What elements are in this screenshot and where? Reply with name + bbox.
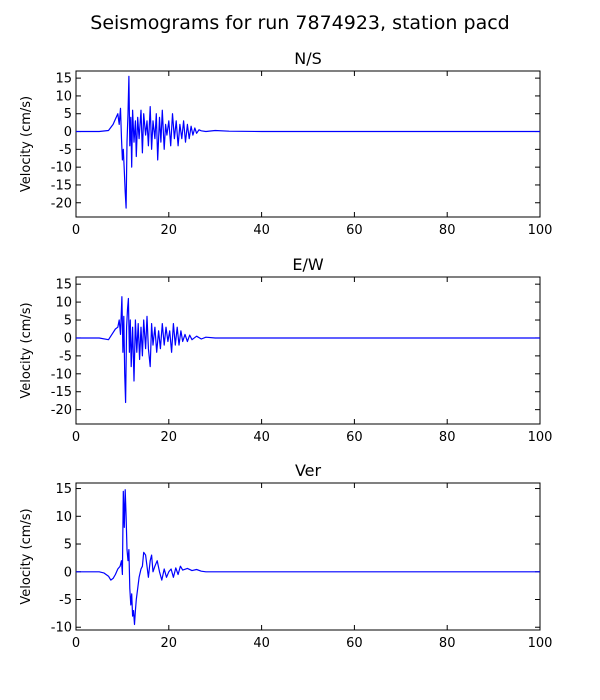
y-tick-label-ew: -15 (51, 385, 72, 400)
x-tick-label-ver: 60 (346, 636, 363, 651)
x-tick-label-ns: 40 (253, 223, 270, 238)
y-tick-label-ew: 15 (55, 278, 72, 293)
plot-frame-ver (75, 482, 541, 631)
y-tick-label-ew: 5 (64, 314, 72, 329)
y-axis-label-ns: Velocity (cm/s) (19, 96, 34, 192)
x-tick-label-ns: 60 (346, 223, 363, 238)
x-tick-label-ns: 100 (528, 223, 553, 238)
x-tick-label-ew: 100 (528, 430, 553, 445)
x-tick-label-ver: 40 (253, 636, 270, 651)
y-tick-label-ver: 0 (64, 565, 72, 580)
x-tick-label-ver: 100 (528, 636, 553, 651)
y-tick-label-ew: 0 (64, 331, 72, 346)
y-tick-label-ns: -20 (51, 196, 72, 211)
plot-frame-ew (75, 276, 541, 425)
series-line-ver (76, 489, 540, 626)
y-tick-label-ew: -5 (59, 349, 72, 364)
x-tick-label-ver: 20 (161, 636, 178, 651)
y-tick-label-ns: 0 (64, 125, 72, 140)
x-tick-label-ew: 60 (346, 430, 363, 445)
y-tick-label-ns: -5 (59, 143, 72, 158)
x-tick-label-ver: 0 (72, 636, 80, 651)
y-tick-label-ns: 15 (55, 72, 72, 87)
y-tick-label-ver: -5 (59, 593, 72, 608)
x-tick-label-ew: 20 (161, 430, 178, 445)
y-tick-label-ver: -10 (51, 621, 72, 636)
x-tick-label-ew: 0 (72, 430, 80, 445)
panel-title-ew: E/W (292, 255, 324, 274)
y-tick-label-ns: -15 (51, 178, 72, 193)
x-tick-label-ew: 40 (253, 430, 270, 445)
y-tick-label-ns: -10 (51, 161, 72, 176)
y-tick-label-ew: -10 (51, 367, 72, 382)
y-tick-label-ns: 5 (64, 107, 72, 122)
x-tick-label-ns: 80 (439, 223, 456, 238)
panel-ns: N/S 0 20 40 60 80 100 -20 -15 -10 -5 0 5 10 15 Velocity… (19, 49, 552, 238)
panel-title-ver: Ver (295, 461, 322, 480)
x-tick-label-ew: 80 (439, 430, 456, 445)
y-tick-label-ver: 15 (55, 482, 72, 497)
y-tick-label-ver: 5 (64, 538, 72, 553)
panel-ew: E/W 0 20 40 60 80 100 -20 -15 -10 -5 0 5 10 15 Velocity… (19, 255, 552, 445)
x-tick-label-ns: 0 (72, 223, 80, 238)
y-tick-label-ew: 10 (55, 296, 72, 311)
plot-frame-ns (75, 70, 541, 218)
x-tick-label-ns: 20 (161, 223, 178, 238)
panel-ver: Ver 0 20 40 60 80 100 -10 -5 0 5 10 15 Velocity (cm/s… (19, 461, 552, 651)
series-line-ns (76, 75, 540, 209)
y-axis-label-ew: Velocity (cm/s) (19, 302, 34, 398)
figure-suptitle: Seismograms for run 7874923, station pac… (90, 12, 509, 34)
plots-group: N/S0 20 40 60 80 100-20-15-10-5051015Velocity… (19, 49, 552, 651)
y-tick-label-ew: -20 (51, 403, 72, 418)
series-line-ew (76, 296, 540, 404)
y-tick-label-ver: 10 (55, 510, 72, 525)
y-axis-label-ver: Velocity (cm/s) (19, 508, 34, 604)
panel-title-ns: N/S (294, 49, 322, 68)
y-tick-label-ns: 10 (55, 89, 72, 104)
x-tick-label-ver: 80 (439, 636, 456, 651)
